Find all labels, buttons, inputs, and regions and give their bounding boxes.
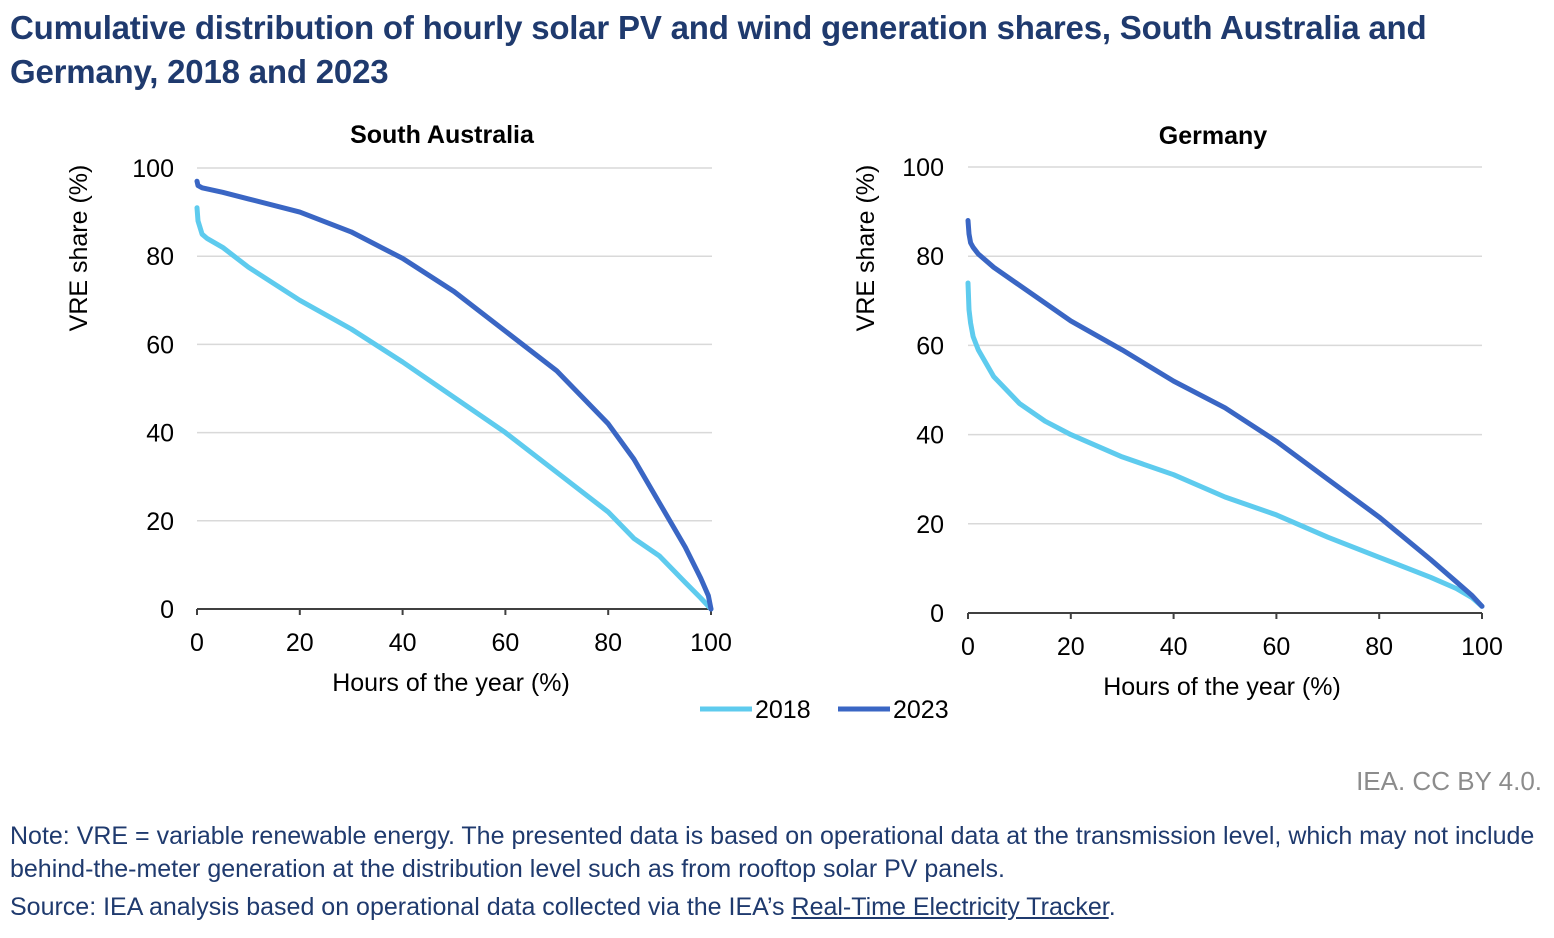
license-credit: IEA. CC BY 4.0. [1356,766,1542,796]
y-tick-label: 40 [916,422,944,450]
line-2018 [194,205,714,612]
panel-title: South Australia [350,121,535,149]
x-tick-label: 60 [491,629,519,657]
x-tick-label: 0 [961,633,975,661]
y-tick-label: 80 [146,243,174,271]
x-tick-label: 0 [190,629,204,657]
x-axis-label: Hours of the year (%) [1103,673,1341,701]
x-tick-marks [196,609,712,615]
x-axis-label: Hours of the year (%) [332,669,570,697]
x-tick-label: 60 [1262,633,1290,661]
real-time-electricity-tracker-link[interactable]: Real-Time Electricity Tracker [791,893,1109,921]
y-tick-labels: 0 20 40 60 80 100 [132,155,174,624]
y-tick-label: 100 [132,155,174,183]
x-tick-label: 20 [286,629,314,657]
y-tick-label: 0 [930,600,944,628]
y-tick-label: 100 [902,154,944,182]
panel-south-australia: 0 20 40 60 80 100 0 20 40 60 80 100 South Australi… [65,121,732,697]
panel-title: Germany [1159,122,1267,150]
y-tick-label: 20 [146,508,174,536]
x-tick-label: 40 [389,629,417,657]
gridlines [968,166,1482,525]
line-2023 [194,178,714,612]
legend-label-2018: 2018 [755,696,811,724]
x-tick-label: 80 [594,629,622,657]
x-tick-marks [967,613,1483,619]
x-tick-label: 40 [1160,633,1188,661]
y-tick-label: 40 [146,420,174,448]
x-tick-label: 100 [1461,633,1503,661]
panel-germany: 0 20 40 60 80 100 0 20 40 60 80 100 Germany Hours … [852,122,1503,701]
y-tick-label: 20 [916,511,944,539]
y-axis-label: VRE share (%) [852,165,880,332]
y-tick-label: 80 [916,243,944,271]
x-tick-label: 80 [1365,633,1393,661]
y-tick-label: 60 [146,331,174,359]
figure-note: Note: VRE = variable renewable energy. T… [10,822,1535,883]
figure-title: Cumulative distribution of hourly solar … [10,9,1427,90]
figure-source: Source: IEA analysis based on operationa… [10,893,1116,922]
charts-canvas: 0 20 40 60 80 100 0 20 40 60 80 100 South Australi… [65,121,1503,724]
gridlines [197,167,712,522]
source-prefix: Source: IEA analysis based on operationa… [10,893,792,921]
y-axis-label: VRE share (%) [65,165,93,332]
legend-label-2023: 2023 [893,696,949,724]
line-2023 [965,218,1485,609]
x-tick-labels: 0 20 40 60 80 100 [961,633,1503,661]
y-tick-labels: 0 20 40 60 80 100 [902,154,944,628]
y-tick-label: 60 [916,332,944,360]
y-tick-label: 0 [160,596,174,624]
legend: 2018 2023 [700,696,949,724]
x-tick-label: 100 [690,629,732,657]
x-tick-labels: 0 20 40 60 80 100 [190,629,732,657]
x-tick-label: 20 [1057,633,1085,661]
line-2018 [965,280,1485,609]
source-suffix: . [1108,893,1116,921]
